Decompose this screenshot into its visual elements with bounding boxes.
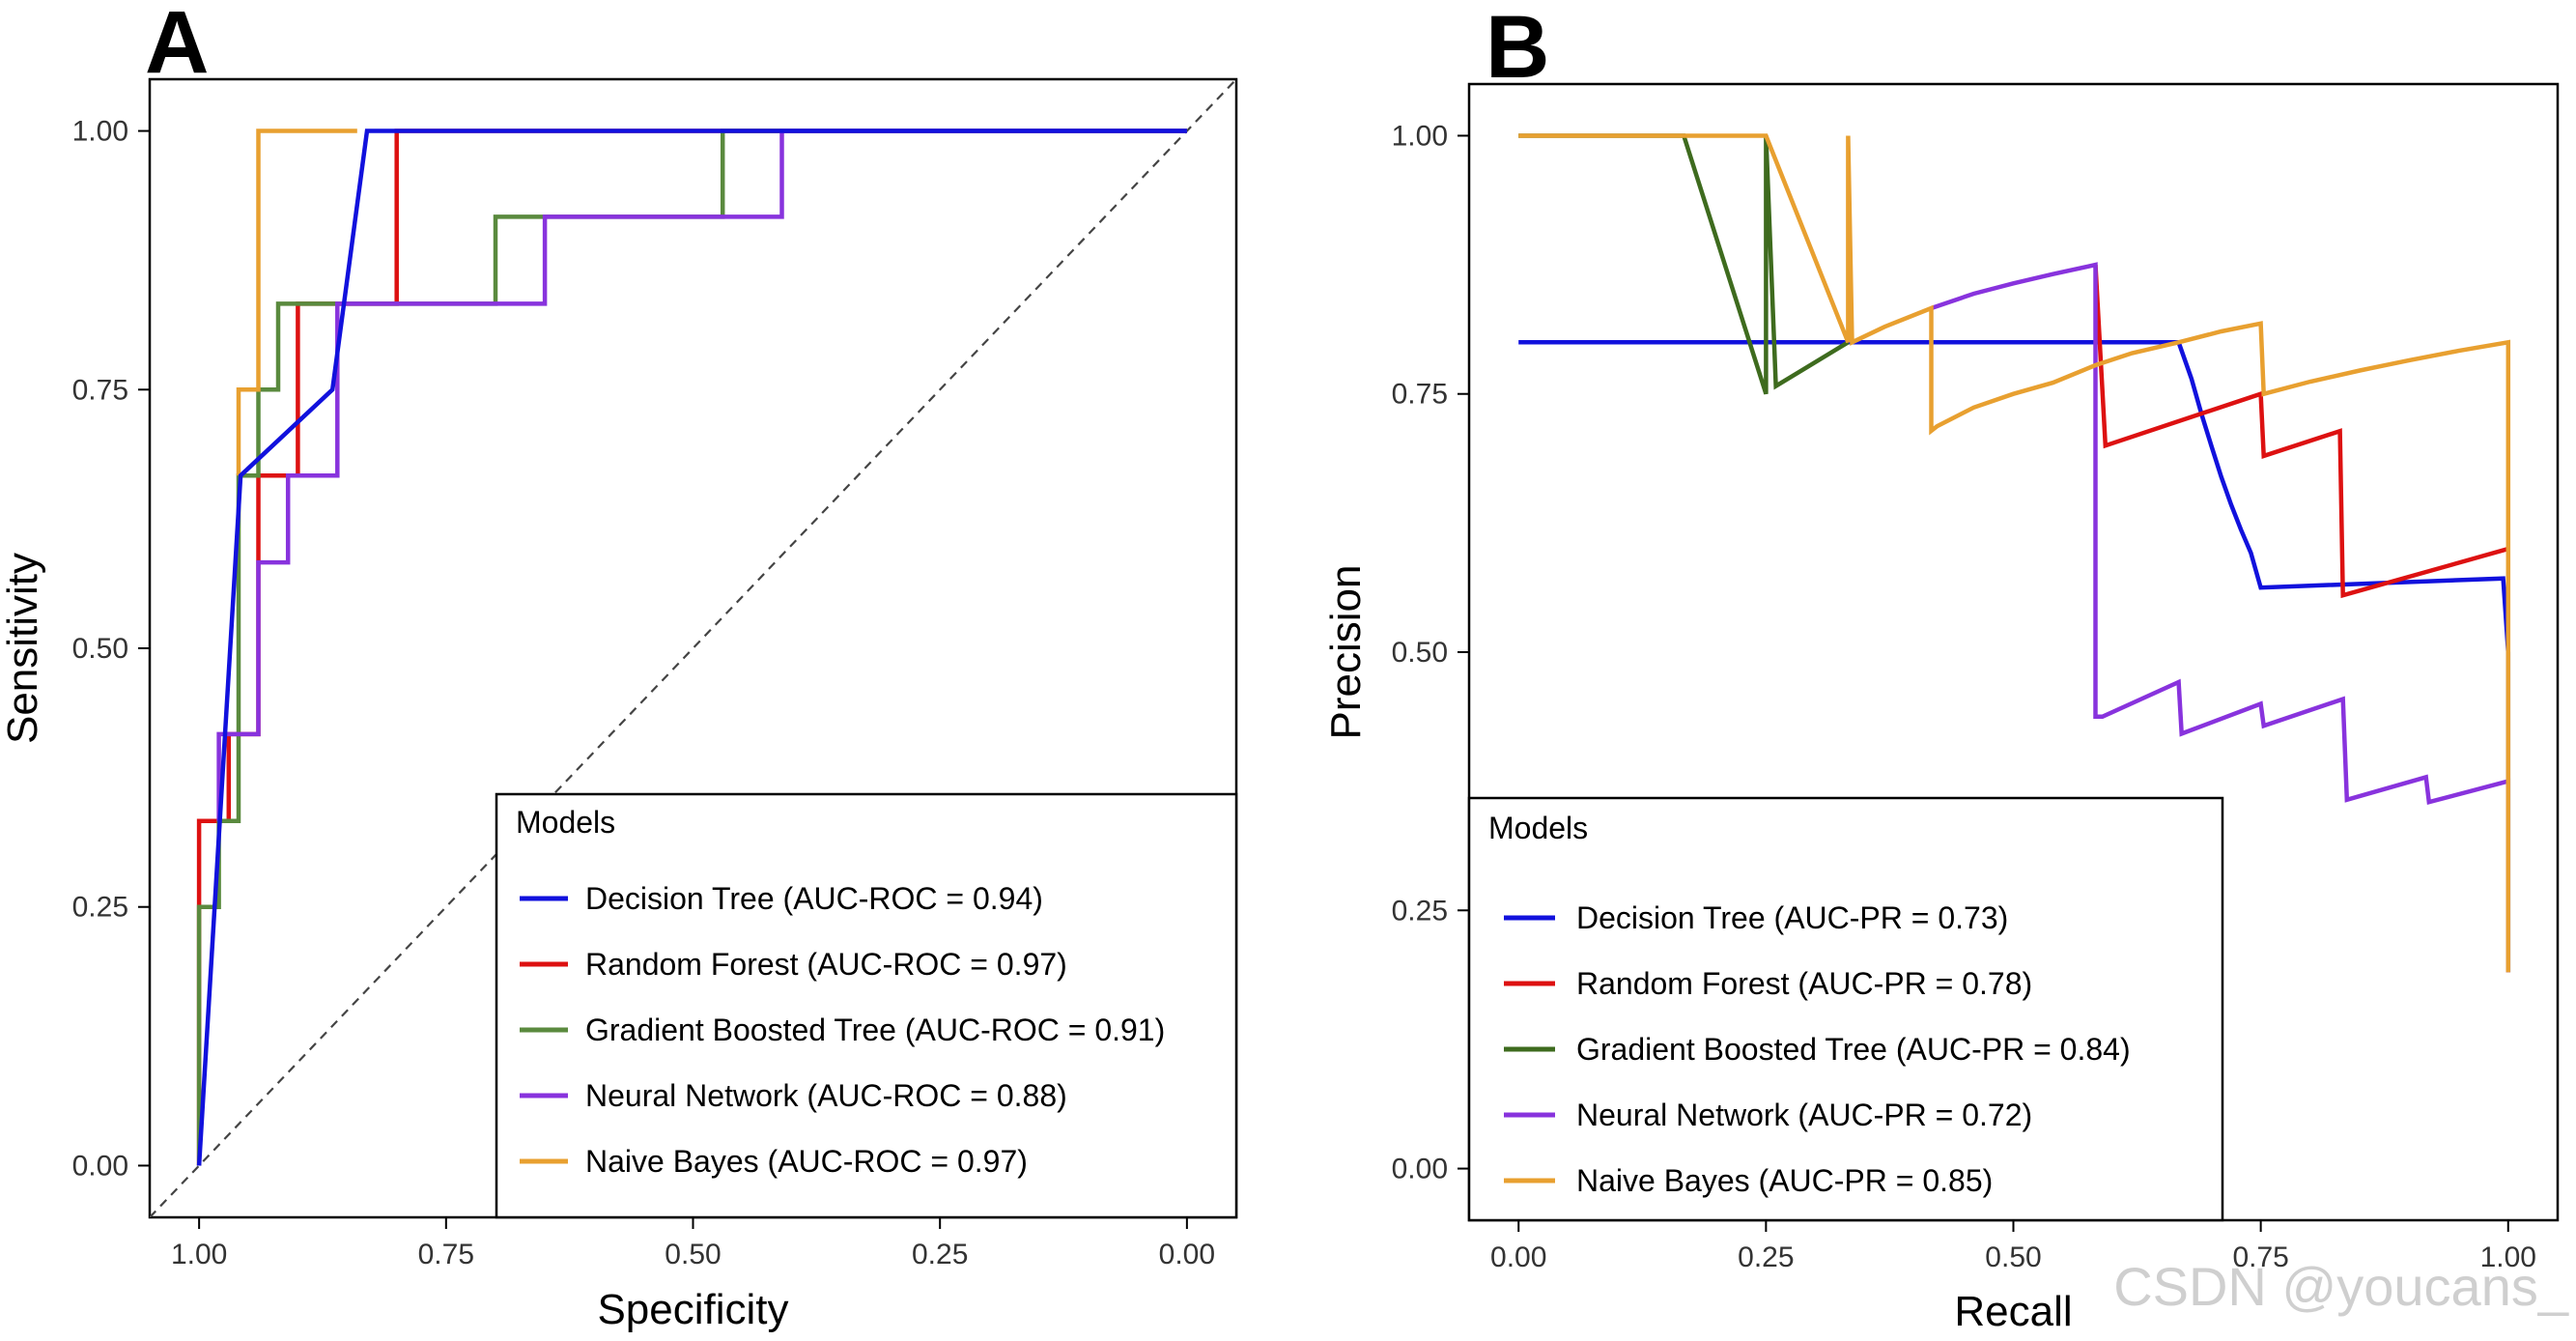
legend-entry-decision-tree: Decision Tree (AUC-PR = 0.73) — [1576, 900, 2008, 935]
legend-entry-neural-network: Neural Network (AUC-ROC = 0.88) — [585, 1078, 1067, 1113]
y-tick-label: 1.00 — [72, 116, 128, 148]
legend-entry-gradient-boosted-tree: Gradient Boosted Tree (AUC-ROC = 0.91) — [585, 1013, 1165, 1047]
x-tick-label: 0.25 — [912, 1239, 968, 1270]
series-line-decision-tree — [1518, 340, 2511, 973]
panel-a: A 1.00 0.75 0.50 0.25 0.00 0.00 0.25 0.50 0.75 1.0… — [0, 0, 1238, 1333]
series-line-decision-tree — [196, 128, 1187, 1166]
legend-entry-decision-tree: Decision Tree (AUC-ROC = 0.94) — [585, 881, 1043, 916]
y-tick-label: 0.00 — [1392, 1154, 1448, 1185]
legend-entry-gradient-boosted-tree: Gradient Boosted Tree (AUC-PR = 0.84) — [1576, 1032, 2131, 1067]
x-tick-label: 0.00 — [1490, 1241, 1546, 1273]
legend: Models Decision Tree (AUC-ROC = 0.94) Rand… — [495, 792, 1238, 1219]
legend-entry-naive-bayes: Naive Bayes (AUC-PR = 0.85) — [1576, 1163, 1993, 1198]
panel-b: B 0.00 0.25 0.50 0.75 1.00 0.00 0.25 0.50 0.75 1.0… — [1322, 0, 2560, 1335]
x-tick-label: 0.00 — [1159, 1239, 1215, 1270]
legend-title: Models — [1488, 811, 1588, 845]
y-tick-label: 0.25 — [1392, 895, 1448, 927]
x-tick-label: 1.00 — [2480, 1241, 2536, 1273]
y-tick-label: 0.75 — [1392, 379, 1448, 411]
y-tick-label: 0.25 — [72, 892, 128, 924]
panel-label: A — [145, 0, 209, 92]
y-axis-label: Sensitivity — [0, 553, 46, 744]
plot-area — [1518, 133, 2511, 973]
legend-box — [495, 792, 1238, 1219]
x-axis-label: Recall — [1954, 1288, 2072, 1335]
series-line-naive-bayes — [236, 128, 357, 476]
x-axis-label: Specificity — [597, 1286, 788, 1333]
legend-entry-random-forest: Random Forest (AUC-PR = 0.78) — [1576, 966, 2032, 1001]
legend-entry-random-forest: Random Forest (AUC-ROC = 0.97) — [585, 947, 1067, 982]
watermark: CSDN @youcans_ — [2113, 1256, 2568, 1317]
x-tick-label: 0.75 — [418, 1239, 474, 1270]
x-tick-label: 0.75 — [2232, 1241, 2288, 1273]
x-tick-label: 0.50 — [1985, 1241, 2041, 1273]
series-line-neural-network — [216, 128, 1187, 821]
y-axis-label: Precision — [1322, 565, 1370, 740]
legend-title: Models — [516, 805, 615, 840]
x-tick-label: 1.00 — [171, 1239, 227, 1270]
legend-entry-neural-network: Neural Network (AUC-PR = 0.72) — [1576, 1098, 2032, 1132]
x-tick-label: 0.25 — [1738, 1241, 1794, 1273]
series-line-naive-bayes — [1518, 133, 2511, 973]
plot-area — [150, 79, 1236, 1217]
y-tick-label: 0.00 — [72, 1150, 128, 1182]
series-line-random-forest — [2093, 264, 2509, 599]
legend: Models Decision Tree (AUC-PR = 0.73) Rando… — [1467, 796, 2224, 1222]
legend-box — [1467, 796, 2224, 1222]
y-tick-label: 0.50 — [72, 633, 128, 665]
y-tick-label: 0.50 — [1392, 637, 1448, 669]
legend-entry-naive-bayes: Naive Bayes (AUC-ROC = 0.97) — [585, 1144, 1028, 1179]
y-tick-label: 1.00 — [1392, 120, 1448, 152]
y-tick-label: 0.75 — [72, 374, 128, 406]
panel-label: B — [1486, 0, 1549, 97]
x-tick-label: 0.50 — [665, 1239, 721, 1270]
series-line-neural-network — [1930, 262, 2511, 973]
